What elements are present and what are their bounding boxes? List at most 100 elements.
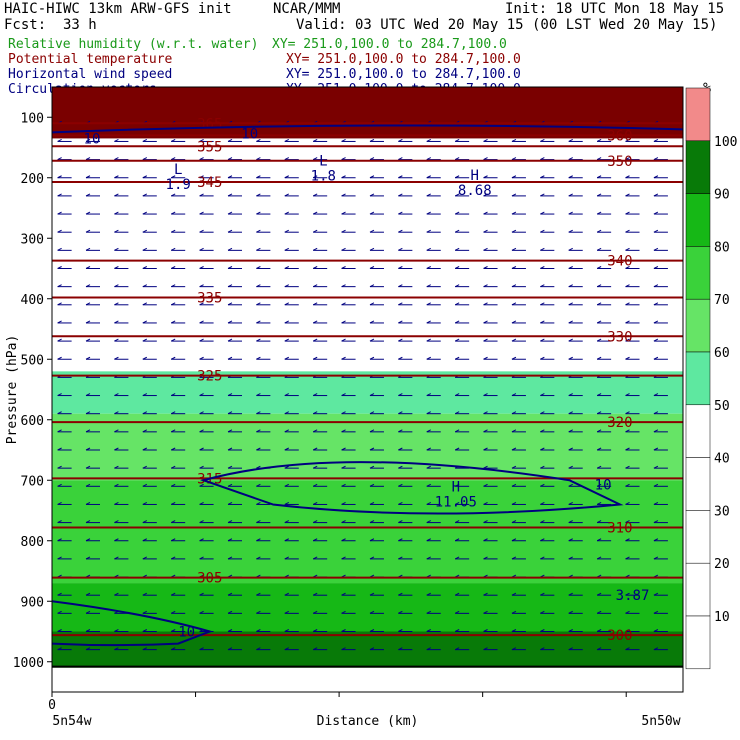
wind-extreme-marker: L	[319, 153, 327, 169]
wind-vector-head	[341, 211, 346, 215]
wind-vector-head	[483, 647, 488, 651]
wind-vector-head	[227, 629, 233, 632]
wind-vector-head	[568, 247, 573, 251]
wind-vector-head	[114, 211, 119, 215]
wind-vector-head	[511, 610, 517, 614]
wind-vector-head	[568, 356, 573, 360]
wind-vector-head	[312, 302, 318, 306]
wind-vector-head	[341, 157, 346, 161]
wind-vector-head	[199, 520, 204, 524]
wind-vector-head	[454, 447, 460, 451]
wind-vector-head	[312, 520, 318, 524]
wind-vector-head	[114, 157, 119, 161]
wind-vector-head	[625, 502, 630, 505]
wind-vector-head	[312, 229, 318, 233]
wind-vector-head	[142, 139, 148, 142]
wind-vector-head	[227, 647, 233, 651]
wind-vector-head	[114, 302, 119, 306]
wind-vector-head	[426, 266, 431, 269]
wind-vector-head	[426, 193, 431, 197]
colorbar-label: 20	[714, 557, 730, 572]
wind-vector-head	[625, 193, 630, 197]
wind-vector-head	[312, 139, 318, 142]
wind-vector-head	[227, 284, 233, 288]
wind-vector-head	[540, 302, 545, 306]
wind-vector-head	[284, 284, 290, 288]
wind-vector-head	[596, 592, 602, 596]
wind-vector-head	[256, 266, 261, 269]
wind-vector-head	[454, 538, 460, 542]
wind-vector-head	[284, 483, 290, 487]
wind-vector-head	[199, 211, 204, 215]
wind-vector-head	[114, 338, 119, 342]
wind-vector-head	[653, 465, 659, 469]
wind-vector-head	[426, 411, 431, 415]
y-axis-label: Pressure (hPa)	[5, 335, 20, 445]
wind-vector-head	[369, 338, 375, 342]
wind-vector-head	[284, 302, 290, 306]
wind-vector-head	[568, 556, 573, 560]
wind-vector-head	[398, 247, 403, 251]
wind-vector-head	[114, 538, 119, 542]
wind-vector-head	[625, 157, 630, 161]
x-axis-label: Distance (km)	[317, 714, 419, 729]
wind-vector-head	[398, 483, 403, 487]
wind-vector-head	[540, 139, 545, 142]
wind-vector-head	[341, 302, 346, 306]
wind-vector-head	[170, 338, 176, 342]
wind-vector-head	[653, 247, 659, 251]
wind-vector-head	[170, 229, 176, 233]
wind-vector-head	[369, 411, 375, 415]
wind-vector-head	[341, 356, 346, 360]
wind-vector-head	[625, 447, 630, 451]
wind-vector-head	[227, 610, 233, 614]
wind-vector-head	[653, 284, 659, 288]
wind-vector-head	[142, 393, 148, 396]
wind-vector-head	[341, 502, 346, 505]
wind-vector-head	[625, 465, 630, 469]
wind-vector-head	[170, 320, 176, 324]
wind-vector-head	[85, 411, 91, 415]
wind-vector-head	[540, 520, 545, 524]
wind-vector-head	[511, 211, 517, 215]
wind-vector-head	[454, 429, 460, 433]
wind-vector-head	[227, 356, 233, 360]
wind-vector-head	[398, 447, 403, 451]
wind-vector-head	[57, 465, 62, 469]
wind-vector-head	[284, 502, 290, 505]
wind-vector-head	[199, 320, 204, 324]
wind-vector-head	[284, 556, 290, 560]
wind-vector-head	[227, 465, 233, 469]
colorbar-segment	[685, 615, 711, 670]
wind-vector-head	[369, 610, 375, 614]
wind-vector-head	[568, 629, 573, 632]
wind-vector-head	[284, 538, 290, 542]
wind-vector-head	[398, 356, 403, 360]
wind-vector-head	[227, 157, 233, 161]
wind-vector-head	[483, 320, 488, 324]
wind-vector-head	[653, 538, 659, 542]
wind-vector-head	[625, 175, 630, 179]
wind-vector-head	[568, 647, 573, 651]
wind-vector-head	[256, 211, 261, 215]
theta-label: 345	[197, 175, 222, 191]
wind-vector-head	[57, 284, 62, 288]
wind-vector-head	[511, 629, 517, 632]
y-tick-label: 400	[21, 293, 44, 308]
wind-vector-head	[312, 538, 318, 542]
wind-vector-head	[398, 157, 403, 161]
wind-vector-head	[369, 175, 375, 179]
wind-vector-head	[142, 502, 148, 505]
wind-vector-head	[227, 175, 233, 179]
wind-vector-head	[341, 429, 346, 433]
wind-vector-head	[170, 647, 176, 651]
wind-vector-head	[341, 393, 346, 396]
wind-vector-head	[653, 429, 659, 433]
wind-vector-head	[625, 247, 630, 251]
wind-vector-head	[114, 284, 119, 288]
wind-vector-head	[398, 229, 403, 233]
colorbar-segment	[685, 457, 711, 511]
wind-extreme-marker: L	[174, 162, 182, 178]
fcst-label: Fcst:	[4, 17, 47, 33]
wind-vector-head	[483, 610, 488, 614]
